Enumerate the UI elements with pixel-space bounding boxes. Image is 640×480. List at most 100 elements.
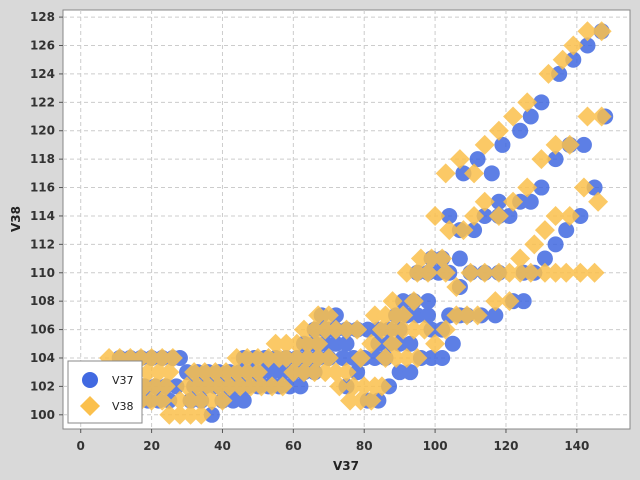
data-point-v38 bbox=[361, 333, 382, 354]
data-point-v38 bbox=[559, 205, 580, 226]
data-point-v38 bbox=[283, 362, 304, 383]
data-point-v38 bbox=[354, 376, 375, 397]
data-point-v38 bbox=[382, 333, 403, 354]
data-point-v38 bbox=[350, 347, 371, 368]
data-point-v38 bbox=[187, 376, 208, 397]
data-point-v38 bbox=[169, 390, 190, 411]
data-point-v38 bbox=[226, 347, 247, 368]
data-point-v38 bbox=[403, 291, 424, 312]
data-point-v38 bbox=[315, 319, 336, 340]
data-point-v37 bbox=[402, 335, 419, 352]
data-point-v38 bbox=[208, 376, 229, 397]
data-point-v37 bbox=[575, 136, 592, 153]
data-point-v38 bbox=[474, 191, 495, 212]
data-point-v38 bbox=[577, 106, 598, 127]
x-tick-label: 120 bbox=[493, 439, 518, 453]
data-point-v38 bbox=[446, 276, 467, 297]
data-point-v38 bbox=[371, 319, 392, 340]
data-point-v38 bbox=[425, 333, 446, 354]
data-point-v38 bbox=[382, 291, 403, 312]
data-point-v38 bbox=[325, 319, 346, 340]
x-tick-label: 0 bbox=[77, 439, 85, 453]
data-point-v38 bbox=[467, 305, 488, 326]
data-point-v38 bbox=[343, 376, 364, 397]
x-tick-label: 60 bbox=[285, 439, 302, 453]
data-point-v38 bbox=[265, 333, 286, 354]
data-point-v38 bbox=[272, 376, 293, 397]
data-point-v38 bbox=[293, 362, 314, 383]
data-point-v38 bbox=[251, 376, 272, 397]
data-point-v38 bbox=[534, 220, 555, 241]
data-point-v37 bbox=[536, 250, 553, 267]
data-point-v38 bbox=[148, 362, 169, 383]
data-point-v37 bbox=[469, 151, 486, 168]
series-layer bbox=[99, 21, 614, 425]
data-point-v38 bbox=[393, 305, 414, 326]
data-point-v38 bbox=[588, 191, 609, 212]
data-point-v38 bbox=[538, 63, 559, 84]
data-point-v38 bbox=[162, 347, 183, 368]
data-point-v38 bbox=[407, 262, 428, 283]
data-point-v38 bbox=[407, 347, 428, 368]
data-point-v37 bbox=[558, 222, 575, 239]
data-point-v37 bbox=[444, 335, 461, 352]
y-tick-label: 104 bbox=[30, 351, 55, 365]
data-point-v38 bbox=[194, 362, 215, 383]
data-point-v38 bbox=[577, 21, 598, 42]
data-point-v38 bbox=[262, 376, 283, 397]
data-point-v37 bbox=[441, 207, 458, 224]
data-point-v38 bbox=[503, 191, 524, 212]
data-point-v38 bbox=[276, 347, 297, 368]
data-point-v37 bbox=[466, 222, 483, 239]
data-point-v38 bbox=[286, 333, 307, 354]
data-point-v38 bbox=[293, 319, 314, 340]
data-point-v37 bbox=[512, 122, 529, 139]
y-tick-label: 102 bbox=[30, 379, 55, 393]
data-point-v38 bbox=[364, 305, 385, 326]
data-point-v37 bbox=[572, 207, 589, 224]
data-point-v37 bbox=[235, 392, 252, 409]
x-tick-label: 20 bbox=[143, 439, 160, 453]
data-point-v38 bbox=[315, 362, 336, 383]
data-point-v38 bbox=[141, 347, 162, 368]
data-point-v38 bbox=[191, 404, 212, 425]
data-point-v38 bbox=[556, 262, 577, 283]
y-tick-label: 122 bbox=[30, 95, 55, 109]
data-point-v38 bbox=[184, 362, 205, 383]
data-point-v37 bbox=[515, 293, 532, 310]
data-point-v38 bbox=[308, 305, 329, 326]
data-point-v38 bbox=[247, 347, 268, 368]
data-point-v37 bbox=[565, 51, 582, 68]
data-point-v38 bbox=[191, 390, 212, 411]
data-point-v38 bbox=[240, 376, 261, 397]
data-point-v38 bbox=[145, 376, 166, 397]
y-tick-label: 120 bbox=[30, 124, 55, 138]
y-tick-label: 116 bbox=[30, 181, 55, 195]
data-point-v38 bbox=[453, 220, 474, 241]
data-point-v38 bbox=[510, 262, 531, 283]
data-point-v38 bbox=[361, 390, 382, 411]
data-point-v38 bbox=[563, 35, 584, 56]
data-point-v38 bbox=[169, 404, 190, 425]
data-point-v38 bbox=[503, 106, 524, 127]
y-tick-label: 118 bbox=[30, 152, 55, 166]
x-axis-label: V37 bbox=[333, 459, 359, 473]
data-point-v38 bbox=[347, 319, 368, 340]
data-point-v38 bbox=[570, 262, 591, 283]
y-axis-label: V38 bbox=[9, 206, 23, 232]
data-point-v38 bbox=[350, 390, 371, 411]
data-point-v38 bbox=[336, 319, 357, 340]
legend-label-v37: V37 bbox=[112, 374, 134, 387]
data-point-v37 bbox=[522, 193, 539, 210]
data-point-v37 bbox=[349, 364, 366, 381]
data-point-v38 bbox=[488, 205, 509, 226]
data-point-v38 bbox=[159, 404, 180, 425]
data-point-v38 bbox=[304, 362, 325, 383]
data-point-v38 bbox=[488, 120, 509, 141]
data-point-v38 bbox=[559, 134, 580, 155]
data-point-v38 bbox=[449, 149, 470, 170]
data-point-v37 bbox=[547, 151, 564, 168]
data-point-v38 bbox=[201, 390, 222, 411]
data-point-v38 bbox=[488, 262, 509, 283]
